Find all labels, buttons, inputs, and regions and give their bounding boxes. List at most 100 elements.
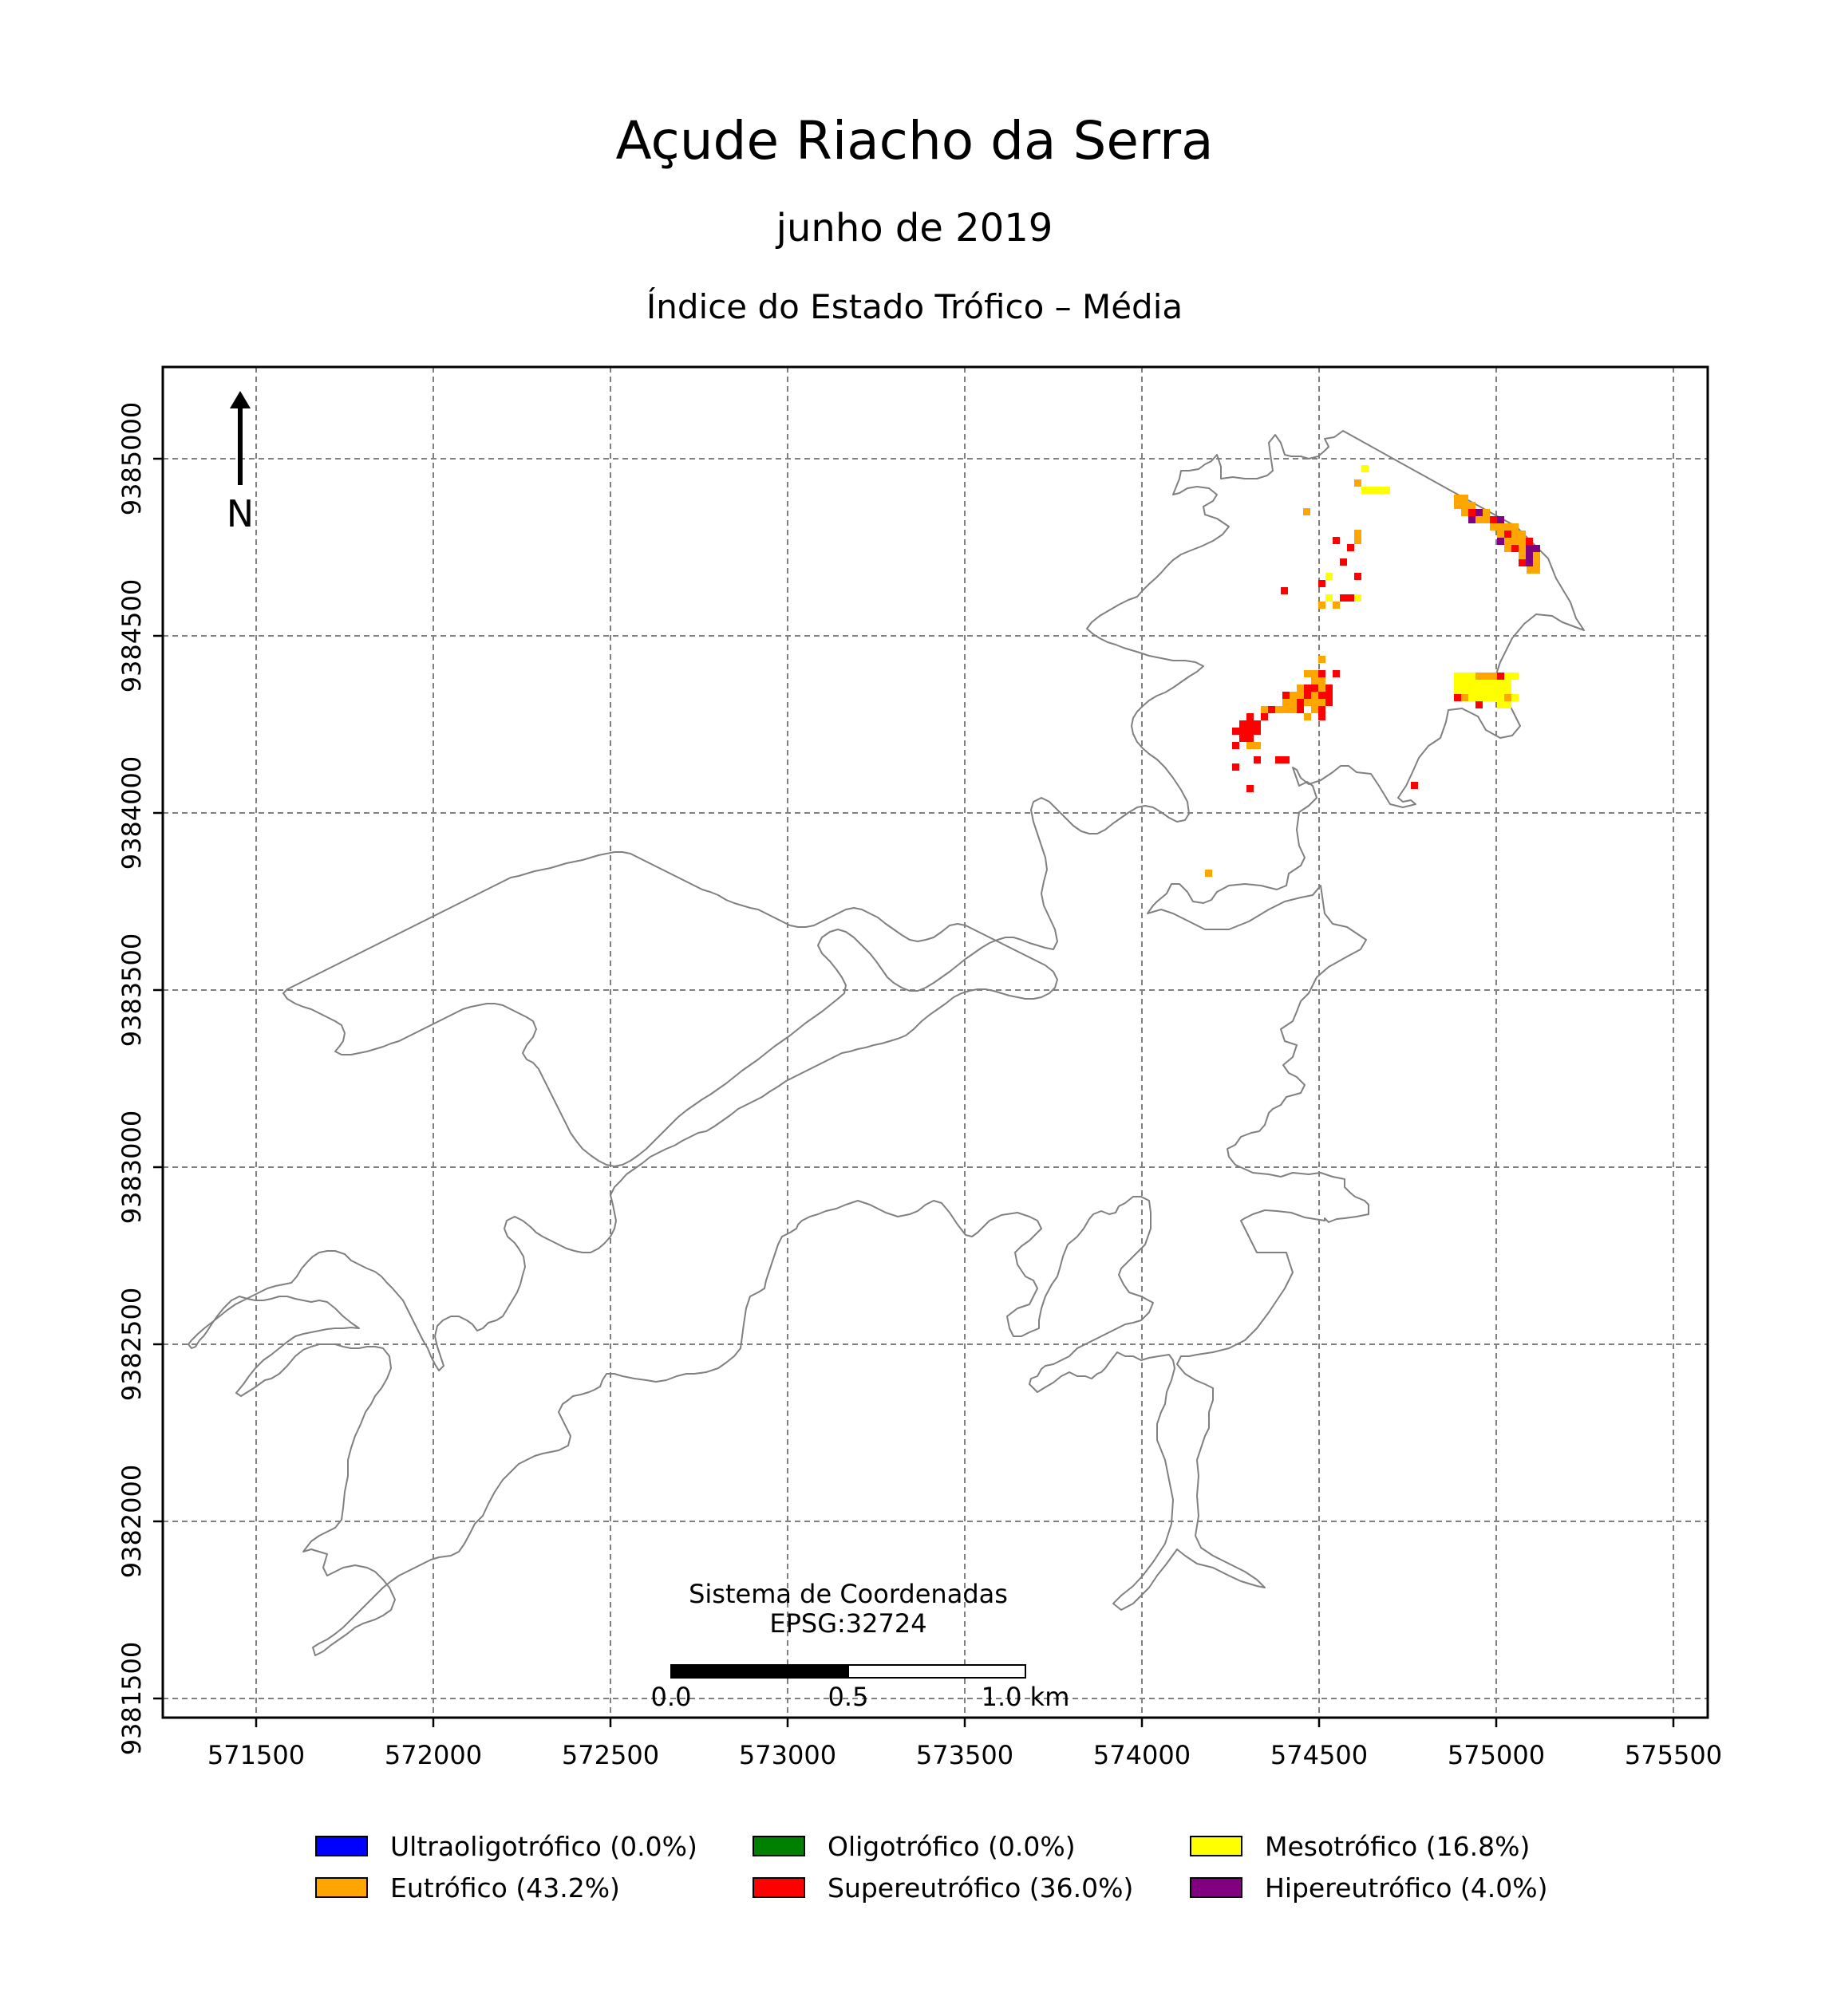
pixel-hipereutrofico bbox=[1526, 552, 1533, 559]
pixel-eutrofico bbox=[1311, 677, 1318, 684]
pixel-mesotrofico bbox=[1468, 680, 1475, 687]
pixel-eutrofico bbox=[1318, 684, 1325, 692]
x-tick-label: 573000 bbox=[739, 1740, 836, 1770]
pixel-eutrofico bbox=[1511, 531, 1519, 538]
pixel-mesotrofico bbox=[1504, 687, 1511, 694]
pixel-supereutrofico bbox=[1318, 713, 1325, 720]
pixel-supereutrofico bbox=[1246, 713, 1254, 720]
y-tick-label: 9383000 bbox=[117, 1111, 147, 1225]
pixel-supereutrofico bbox=[1239, 720, 1246, 728]
pixel-supereutrofico bbox=[1318, 580, 1325, 587]
pixel-eutrofico bbox=[1519, 545, 1526, 552]
pixel-supereutrofico bbox=[1254, 720, 1261, 728]
x-tick-labels: 571500 572000 572500 573000 573500 57400… bbox=[207, 1740, 1722, 1770]
x-tick-label: 572000 bbox=[385, 1740, 482, 1770]
pixel-supereutrofico bbox=[1318, 706, 1325, 713]
pixel-mesotrofico bbox=[1504, 680, 1511, 687]
pixel-hipereutrofico bbox=[1526, 545, 1533, 552]
pixel-eutrofico bbox=[1483, 673, 1490, 680]
pixel-mesotrofico bbox=[1325, 594, 1333, 602]
pixel-eutrofico bbox=[1354, 530, 1361, 537]
pixel-supereutrofico bbox=[1297, 699, 1304, 706]
pixel-mesotrofico bbox=[1376, 487, 1383, 494]
pixel-mesotrofico bbox=[1461, 673, 1468, 680]
pixel-mesotrofico bbox=[1490, 694, 1497, 701]
pixel-mesotrofico bbox=[1325, 573, 1333, 580]
pixel-supereutrofico bbox=[1282, 692, 1290, 699]
pixel-mesotrofico bbox=[1468, 687, 1475, 694]
pixel-supereutrofico bbox=[1519, 559, 1526, 566]
pixel-eutrofico bbox=[1533, 552, 1540, 559]
legend-item-mesotrofico: Mesotrófico (16.8%) bbox=[1190, 1825, 1530, 1867]
pixel-mesotrofico bbox=[1468, 694, 1475, 701]
pixel-supereutrofico bbox=[1325, 684, 1333, 692]
pixel-mesotrofico bbox=[1475, 694, 1483, 701]
pixel-mesotrofico bbox=[1483, 687, 1490, 694]
pixel-eutrofico bbox=[1304, 713, 1311, 720]
pixel-supereutrofico bbox=[1526, 538, 1533, 545]
pixel-supereutrofico bbox=[1340, 594, 1347, 602]
pixel-eutrofico bbox=[1475, 516, 1483, 523]
pixel-eutrofico bbox=[1311, 670, 1318, 677]
pixel-eutrofico bbox=[1475, 673, 1483, 680]
pixel-mesotrofico bbox=[1468, 673, 1475, 680]
pixel-eutrofico bbox=[1254, 742, 1261, 749]
x-tick-label: 571500 bbox=[207, 1740, 305, 1770]
x-tick-label: 574500 bbox=[1270, 1740, 1368, 1770]
legend-swatch bbox=[315, 1836, 368, 1856]
reservoir-outline bbox=[188, 431, 1584, 1655]
legend-label: Supereutrófico (36.0%) bbox=[828, 1872, 1133, 1904]
pixel-mesotrofico bbox=[1383, 487, 1390, 494]
pixel-eutrofico bbox=[1318, 677, 1325, 684]
pixel-supereutrofico bbox=[1246, 785, 1254, 792]
pixel-eutrofico bbox=[1519, 552, 1526, 559]
pixel-supereutrofico bbox=[1475, 701, 1483, 708]
pixel-mesotrofico bbox=[1361, 487, 1369, 494]
pixel-mesotrofico bbox=[1475, 687, 1483, 694]
legend-label: Mesotrófico (16.8%) bbox=[1265, 1831, 1530, 1862]
pixel-mesotrofico bbox=[1454, 673, 1461, 680]
pixel-supereutrofico bbox=[1318, 692, 1325, 699]
y-tick-label: 9385000 bbox=[117, 402, 147, 516]
pixel-eutrofico bbox=[1504, 694, 1511, 701]
pixel-eutrofico bbox=[1303, 508, 1310, 515]
pixel-mesotrofico bbox=[1504, 701, 1511, 708]
pixel-eutrofico bbox=[1490, 673, 1497, 680]
pixel-eutrofico bbox=[1497, 531, 1504, 538]
pixel-mesotrofico bbox=[1483, 694, 1490, 701]
pixel-eutrofico bbox=[1511, 523, 1519, 531]
pixel-supereutrofico bbox=[1504, 531, 1511, 538]
x-tick-label: 575000 bbox=[1448, 1740, 1545, 1770]
pixel-mesotrofico bbox=[1490, 687, 1497, 694]
pixel-supereutrofico bbox=[1325, 699, 1333, 706]
pixel-mesotrofico bbox=[1511, 694, 1519, 701]
pixel-supereutrofico bbox=[1239, 728, 1246, 735]
pixel-mesotrofico bbox=[1497, 687, 1504, 694]
pixel-eutrofico bbox=[1490, 523, 1497, 531]
legend-item-supereutrofico: Supereutrófico (36.0%) bbox=[753, 1867, 1133, 1908]
pixel-hipereutrofico bbox=[1468, 516, 1475, 523]
pixel-supereutrofico bbox=[1333, 537, 1340, 544]
pixel-eutrofico bbox=[1461, 502, 1468, 509]
pixel-eutrofico bbox=[1311, 692, 1318, 699]
pixel-mesotrofico bbox=[1461, 687, 1468, 694]
pixel-supereutrofico bbox=[1304, 692, 1311, 699]
pixel-supereutrofico bbox=[1454, 694, 1461, 701]
pixel-eutrofico bbox=[1519, 531, 1526, 538]
pixel-supereutrofico bbox=[1490, 516, 1497, 523]
trophic-pixels bbox=[1205, 465, 1540, 877]
pixel-eutrofico bbox=[1504, 523, 1511, 531]
pixel-eutrofico bbox=[1504, 545, 1511, 552]
pixel-supereutrofico bbox=[1281, 587, 1288, 594]
x-tick-label: 574000 bbox=[1093, 1740, 1191, 1770]
pixel-eutrofico bbox=[1461, 509, 1468, 516]
pixel-supereutrofico bbox=[1347, 544, 1354, 551]
pixel-eutrofico bbox=[1504, 538, 1511, 545]
pixel-eutrofico bbox=[1461, 694, 1468, 701]
pixel-supereutrofico bbox=[1275, 756, 1282, 763]
pixel-mesotrofico bbox=[1454, 680, 1461, 687]
pixel-eutrofico bbox=[1290, 699, 1297, 706]
y-tick-label: 9382000 bbox=[117, 1465, 147, 1579]
north-arrow: N bbox=[227, 391, 254, 535]
